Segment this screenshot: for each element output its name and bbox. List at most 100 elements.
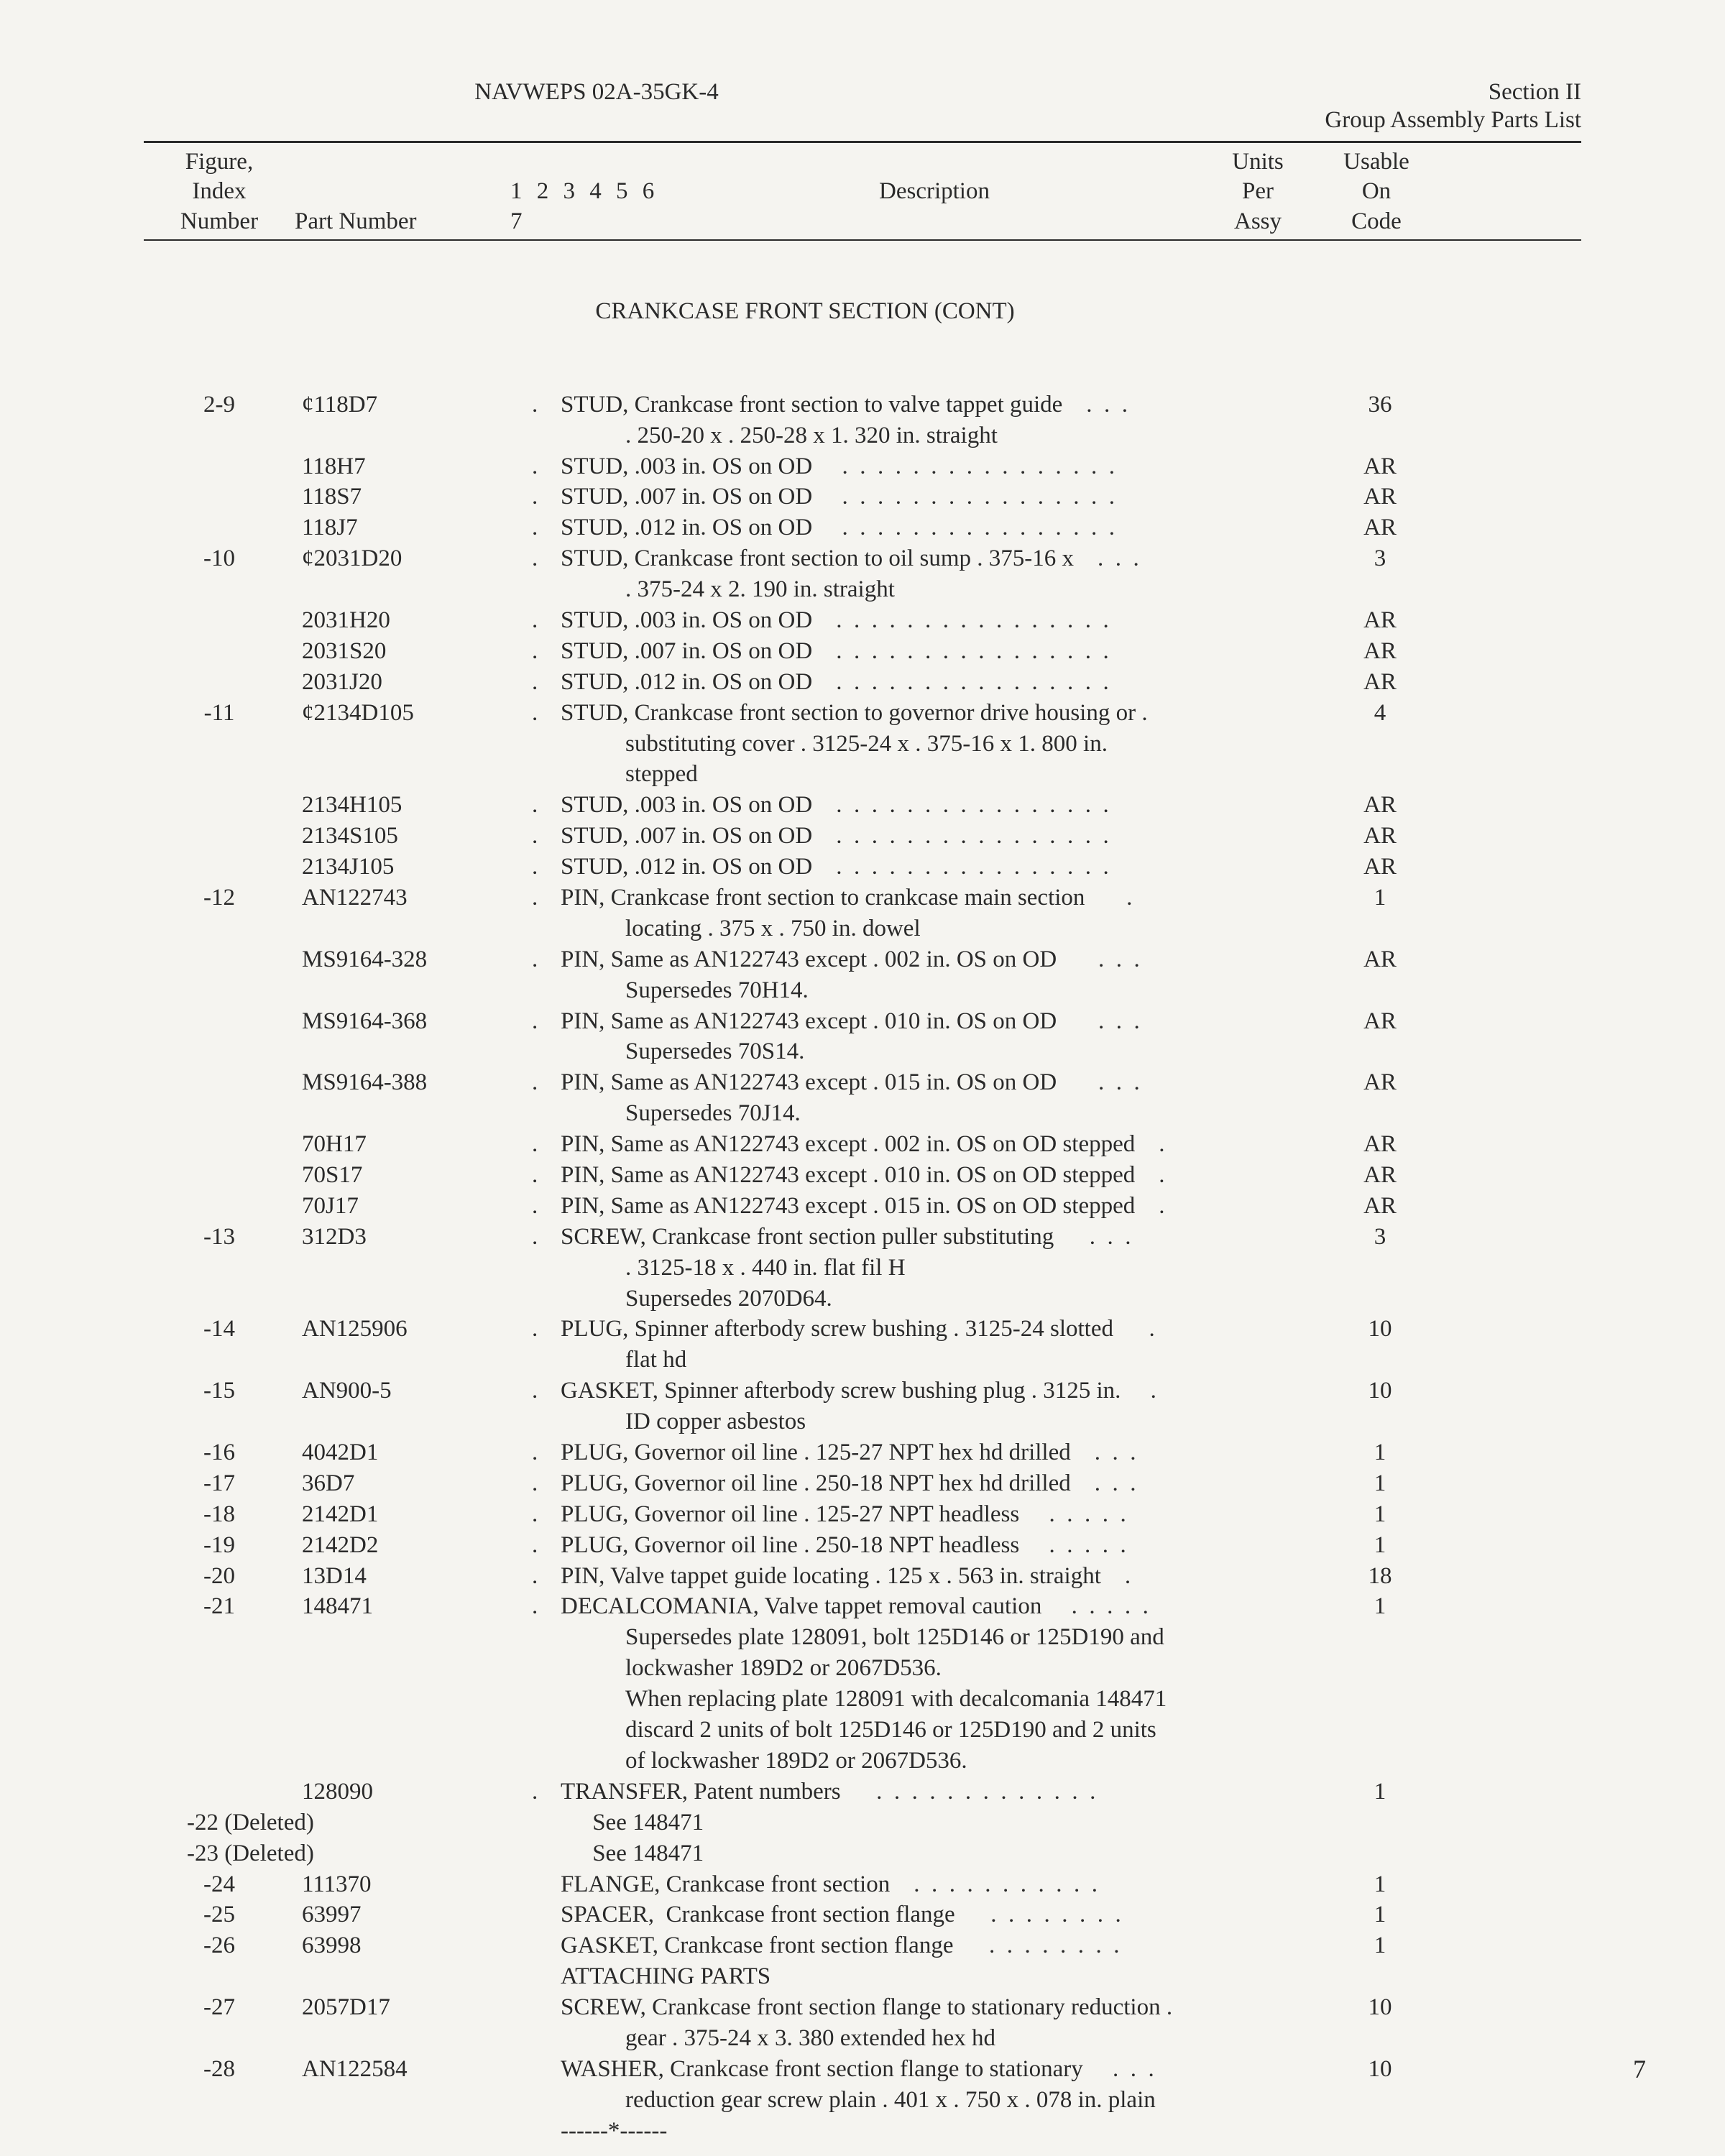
table-row: -11¢2134D105.STUD, Crankcase front secti… [144,698,1581,791]
table-row: 2-9¢118D7.STUD, Crankcase front section … [144,390,1581,451]
cell-units-per-assy: 1 [1322,883,1438,913]
cell-level-dot: . [532,1191,561,1222]
cell-index: -20 [144,1561,295,1592]
cell-description: STUD, Crankcase front section to oil sum… [561,543,1322,605]
cell-description-cont: discard 2 units of bolt 125D146 or 125D1… [561,1715,1322,1746]
cell-part-number: ¢118D7 [295,390,532,420]
cell-part-number: AN125906 [295,1314,532,1345]
cell-units-per-assy: AR [1322,667,1438,698]
cell-part-number: 2031S20 [295,636,532,667]
cell-part-number: 13D14 [295,1561,532,1592]
cell-part-number: 148471 [295,1591,532,1622]
cell-level-dot: . [532,1129,561,1160]
cell-description: STUD, .007 in. OS on OD . . . . . . . . … [561,636,1322,667]
cell-index: -24 [144,1869,295,1900]
parts-list-page: NAVWEPS 02A-35GK-4 Section II Group Asse… [144,79,1581,2147]
cell-part-number: 2031H20 [295,605,532,636]
cell-part-number: MS9164-388 [295,1067,532,1098]
cell-units-per-assy: 36 [1322,390,1438,420]
cell-part-number: 63997 [295,1899,532,1930]
cell-part-number: MS9164-328 [295,944,532,975]
section-title: CRANKCASE FRONT SECTION (CONT) [410,298,1200,325]
cell-part-number: 70S17 [295,1160,532,1191]
table-row: 2031S20.STUD, .007 in. OS on OD . . . . … [144,636,1581,667]
cell-units-per-assy: 1 [1322,1869,1438,1900]
cell-units-per-assy: 1 [1322,1591,1438,1622]
cell-description: STUD, .012 in. OS on OD . . . . . . . . … [561,512,1322,543]
table-row: -2563997SPACER, Crankcase front section … [144,1899,1581,1930]
cell-level-dot: . [532,636,561,667]
cell-description: See 148471 [592,1838,1346,1869]
cell-units-per-assy: 10 [1322,2054,1438,2085]
cell-level-dot: . [532,1006,561,1037]
cell-description: STUD, .007 in. OS on OD . . . . . . . . … [561,482,1322,512]
cell-index: -23 (Deleted) [144,1838,564,1869]
cell-description-cont: . 250-20 x . 250-28 x 1. 320 in. straigh… [561,420,1322,451]
cell-units-per-assy: 1 [1322,1930,1438,1961]
cell-description: PIN, Same as AN122743 except . 015 in. O… [561,1191,1322,1222]
table-row: -2013D14.PIN, Valve tappet guide locatin… [144,1561,1581,1592]
cell-part-number: 36D7 [295,1468,532,1499]
table-row: -164042D1.PLUG, Governor oil line . 125-… [144,1437,1581,1468]
cell-level-dot: . [532,1561,561,1592]
cell-level-dot: . [532,1437,561,1468]
cell-units-per-assy: AR [1322,1006,1438,1037]
table-row: -22 (Deleted)See 148471 [144,1807,1581,1838]
table-row: -23 (Deleted) See 148471 [144,1838,1581,1869]
cell-level-dot: . [532,1067,561,1098]
cell-description-cont: stepped [561,759,1322,790]
cell-description-cont: Supersedes 70J14. [561,1098,1322,1129]
cell-index: -16 [144,1437,295,1468]
cell-description: PIN, Crankcase front section to crankcas… [561,883,1322,944]
table-row: -14AN125906.PLUG, Spinner afterbody scre… [144,1314,1581,1376]
table-row: ------*------ [144,2116,1581,2147]
cell-index: -27 [144,1992,295,2023]
section-label: Section II [1049,79,1581,106]
hdr-usable: Usable [1315,147,1438,177]
cell-description-cont: reduction gear screw plain . 401 x . 750… [561,2085,1322,2116]
cell-part-number: AN122584 [295,2054,532,2085]
cell-description: STUD, .012 in. OS on OD . . . . . . . . … [561,852,1322,883]
table-row: -24111370FLANGE, Crankcase front section… [144,1869,1581,1900]
table-row: -10¢2031D20.STUD, Crankcase front sectio… [144,543,1581,605]
cell-index: -19 [144,1530,295,1561]
cell-description: TRANSFER, Patent numbers . . . . . . . .… [561,1777,1322,1807]
cell-units-per-assy: AR [1322,821,1438,852]
table-row: ATTACHING PARTS [144,1961,1581,1992]
doc-number: NAVWEPS 02A-35GK-4 [144,79,1049,106]
table-row: 128090.TRANSFER, Patent numbers . . . . … [144,1777,1581,1807]
cell-part-number: 70H17 [295,1129,532,1160]
table-row: -2663998GASKET, Crankcase front section … [144,1930,1581,1961]
cell-part-number: 2057D17 [295,1992,532,2023]
cell-description: ATTACHING PARTS [561,1961,1322,1992]
cell-part-number: 70J17 [295,1191,532,1222]
hdr-per: Per [1200,177,1315,206]
cell-index: 2-9 [144,390,295,420]
cell-description-cont: flat hd [561,1345,1322,1376]
cell-description: PIN, Same as AN122743 except . 010 in. O… [561,1006,1322,1068]
cell-index: -13 [144,1222,295,1253]
cell-part-number: AN122743 [295,883,532,913]
cell-description-cont: . 3125-18 x . 440 in. flat fil H [561,1253,1322,1284]
cell-level-dot: . [532,944,561,975]
cell-units-per-assy: 10 [1322,1992,1438,2023]
cell-description-cont: Supersedes 70S14. [561,1036,1322,1067]
cell-part-number: 118J7 [295,512,532,543]
header-subtitle: Group Assembly Parts List [144,107,1581,134]
cell-part-number: 4042D1 [295,1437,532,1468]
cell-units-per-assy: 4 [1322,698,1438,729]
cell-index: -18 [144,1499,295,1530]
cell-index: -25 [144,1899,295,1930]
cell-units-per-assy: 1 [1322,1468,1438,1499]
table-row: -192142D2.PLUG, Governor oil line . 250-… [144,1530,1581,1561]
cell-part-number: 128090 [295,1777,532,1807]
hdr-part-number: Part Number [295,207,417,236]
cell-description: PIN, Same as AN122743 except . 010 in. O… [561,1160,1322,1191]
cell-description: STUD, .003 in. OS on OD . . . . . . . . … [561,790,1322,821]
rule-under-headers [144,239,1581,241]
cell-description: STUD, .003 in. OS on OD . . . . . . . . … [561,605,1322,636]
table-row: 2134H105.STUD, .003 in. OS on OD . . . .… [144,790,1581,821]
cell-level-dot: . [532,667,561,698]
cell-description: PIN, Same as AN122743 except . 015 in. O… [561,1067,1322,1129]
hdr-assy: Assy [1200,207,1315,236]
